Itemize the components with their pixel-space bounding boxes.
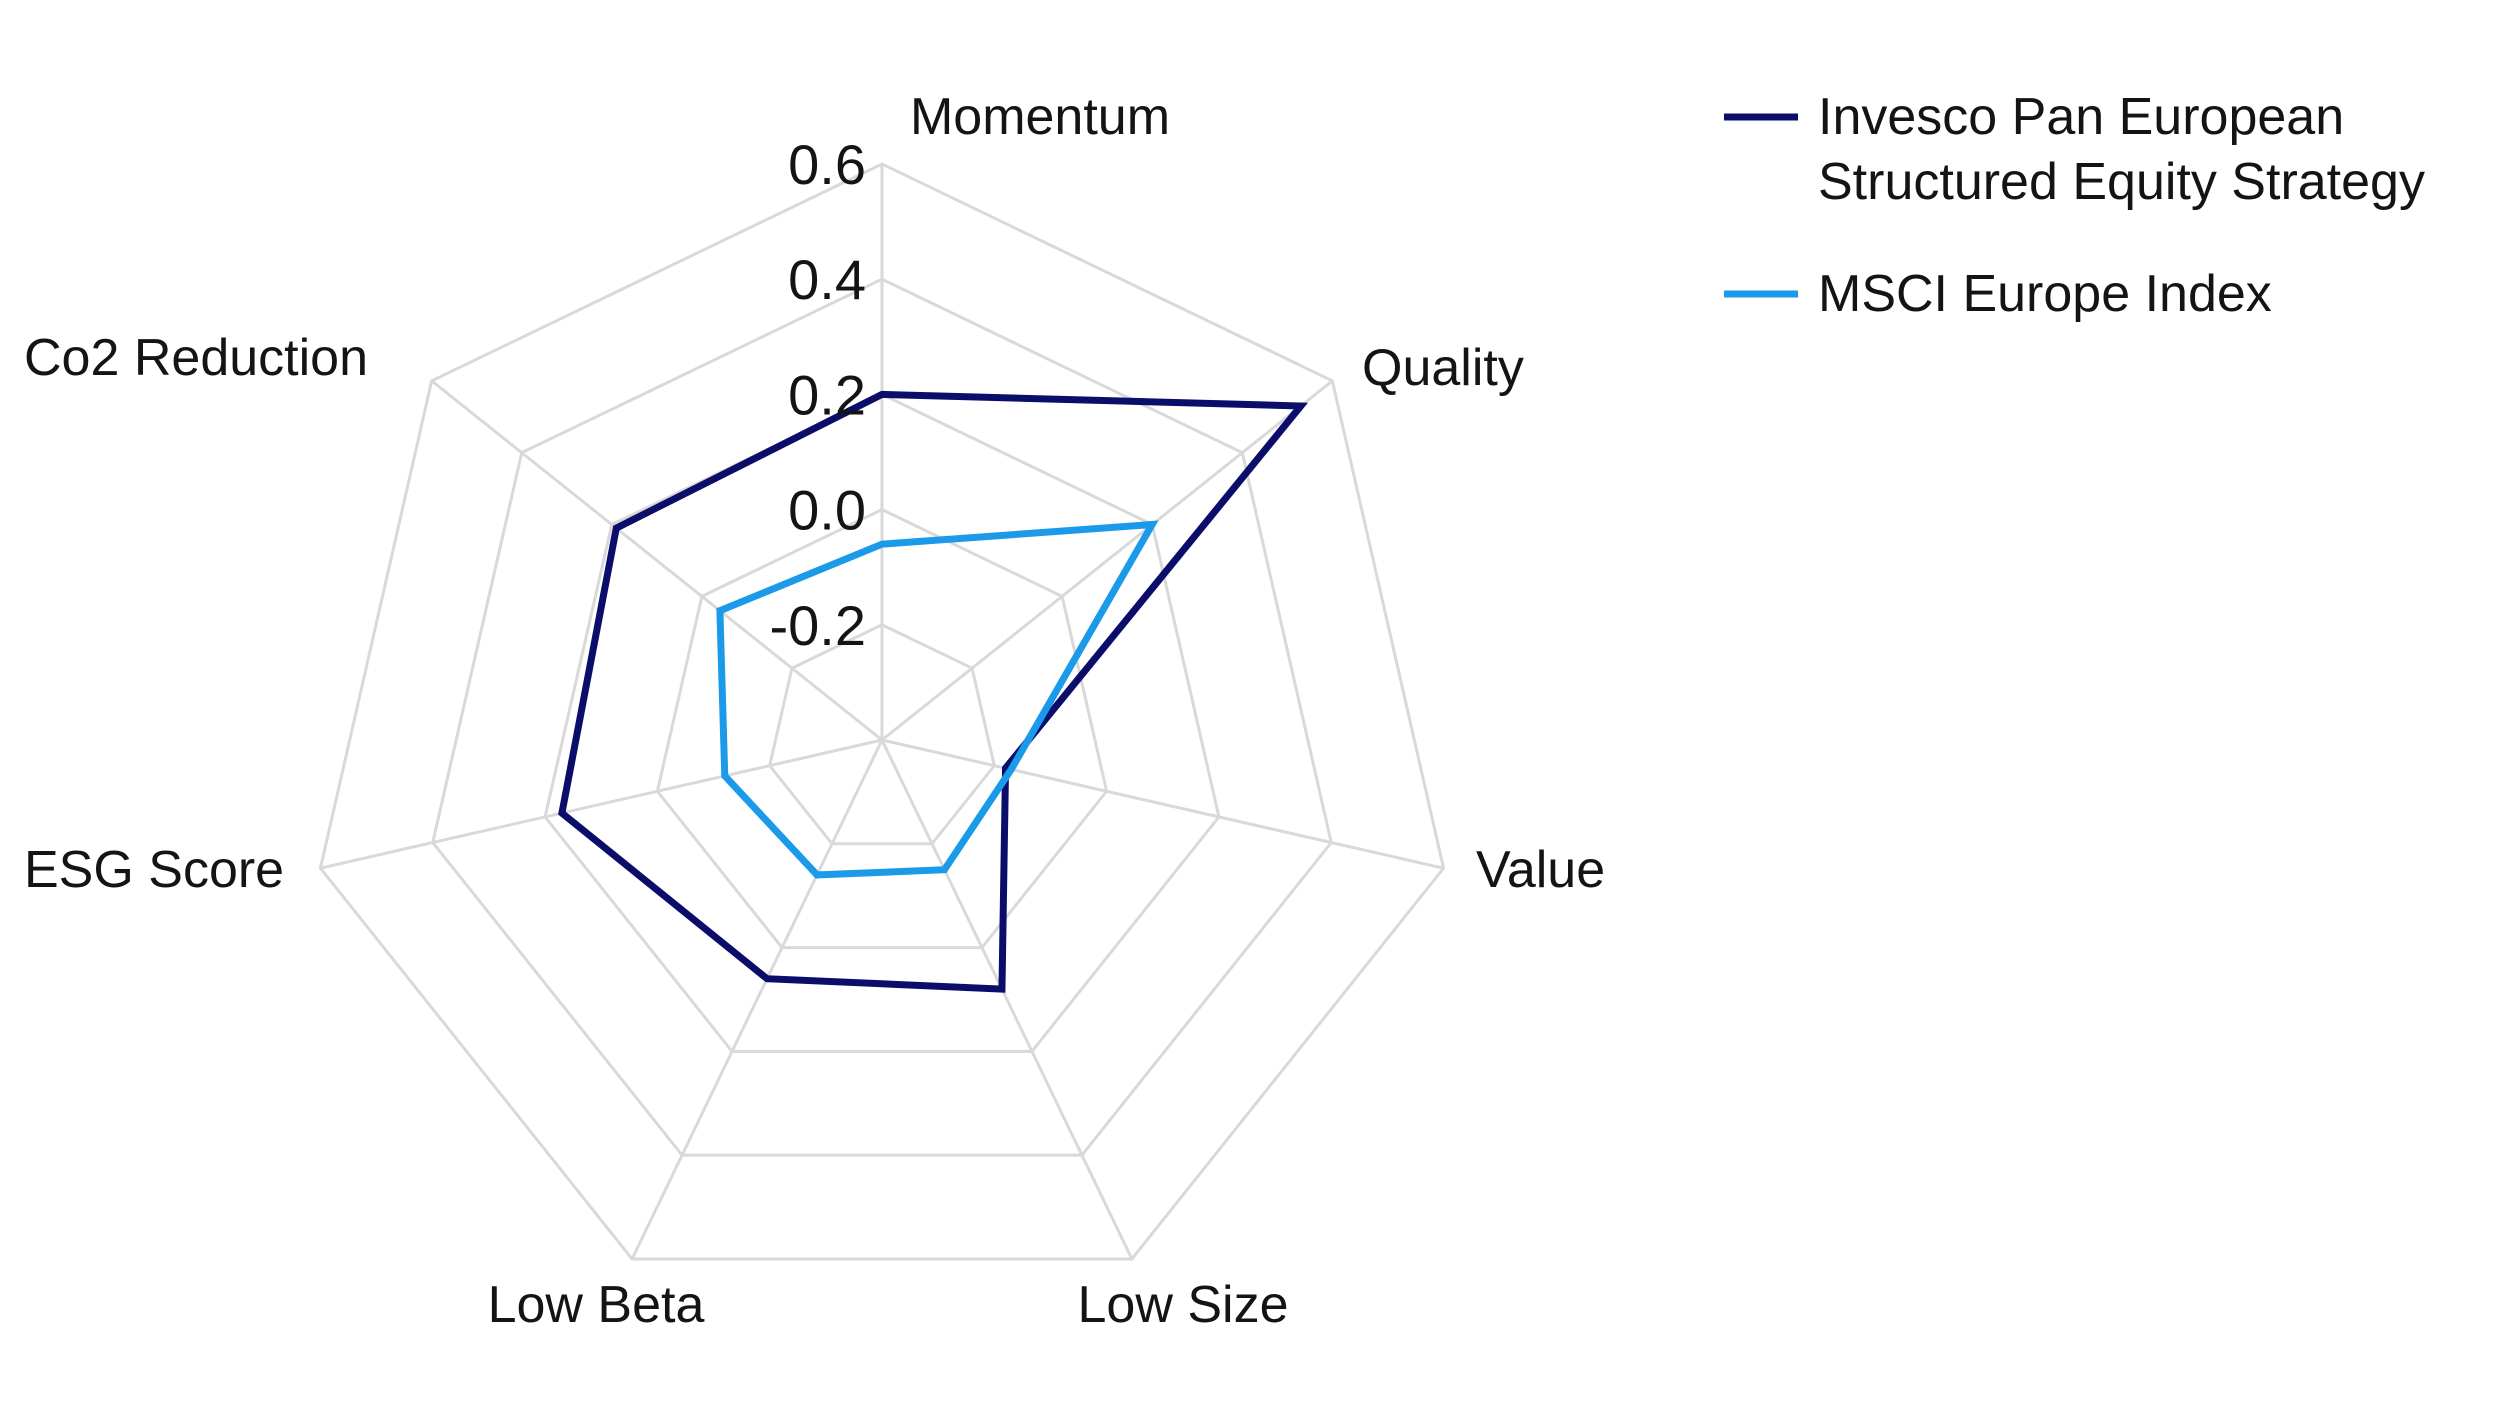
grid-ring-3 — [431, 277, 1333, 1157]
tick-label-2: 0.2 — [788, 363, 866, 426]
grid-spoke-1 — [881, 379, 1334, 742]
axis-label-quality: Quality — [1362, 339, 1524, 397]
axis-label-esg-score: ESG Score — [24, 841, 284, 899]
radial-tick-labels: -0.2 0.0 0.2 0.4 0.6 — [770, 133, 867, 657]
legend-label-invesco-line-2: Structured Equity Strategy — [1818, 153, 2425, 211]
grid-spoke-5 — [320, 738, 883, 870]
grid-ring-0 — [768, 623, 996, 846]
axis-label-co2-reduction: Co2 Reduction — [24, 329, 368, 387]
tick-label-3: 0.4 — [788, 248, 866, 311]
grid-spoke-4 — [630, 739, 884, 1260]
series-line-0 — [558, 390, 1309, 993]
grid-spoke-2 — [881, 738, 1444, 870]
axis-label-low-size: Low Size — [1078, 1276, 1289, 1334]
radar-series — [558, 390, 1309, 993]
tick-label-0: -0.2 — [770, 594, 867, 657]
axis-labels: Momentum Quality Value Low Size Low Beta… — [24, 88, 1605, 1334]
tick-label-1: 0.0 — [788, 479, 866, 542]
radar-grid — [318, 162, 1446, 1261]
legend-label-msci: MSCI Europe Index — [1818, 265, 2272, 323]
legend-item-invesco: Invesco Pan European Structured Equity S… — [1724, 88, 2425, 211]
tick-label-4: 0.6 — [788, 133, 866, 196]
legend: Invesco Pan European Structured Equity S… — [1724, 88, 2425, 323]
axis-label-momentum: Momentum — [910, 88, 1170, 146]
legend-item-msci: MSCI Europe Index — [1724, 265, 2272, 323]
grid-spoke-6 — [430, 379, 883, 742]
grid-ring-1 — [655, 507, 1109, 950]
grid-spoke-3 — [880, 739, 1134, 1260]
axis-label-value: Value — [1476, 841, 1605, 899]
grid-ring-4 — [318, 162, 1446, 1261]
legend-label-invesco-line-1: Invesco Pan European — [1818, 88, 2344, 146]
series-line-1 — [716, 520, 1159, 879]
axis-label-low-beta: Low Beta — [488, 1276, 705, 1334]
